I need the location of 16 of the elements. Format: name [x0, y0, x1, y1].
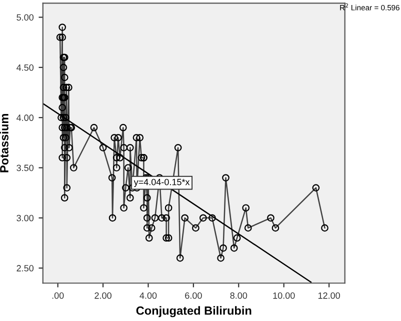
x-tick-label: 4.00: [140, 292, 157, 299]
x-axis-title: Conjugated Bilirubin: [136, 306, 252, 318]
x-tick-label: 10.00: [273, 292, 295, 299]
y-tick-label: 3.50: [16, 164, 34, 172]
x-tick-label: 12.00: [318, 292, 340, 299]
annotation: y=4.04-0.15*x: [134, 178, 190, 188]
y-tick-label: 5.00: [16, 14, 34, 21]
x-tick-label: .00: [52, 292, 64, 299]
x-tick-label: 8.00: [230, 292, 248, 299]
y-tick-label: 4.00: [16, 114, 34, 121]
x-tick-label: 6.00: [185, 292, 202, 299]
y-tick-label: 2.50: [16, 265, 34, 272]
y-tick-label: 3.00: [16, 214, 34, 222]
y-tick-label: 4.50: [16, 64, 34, 71]
x-tick-label: 2.00: [94, 292, 112, 299]
y-axis-title: Potassium: [0, 114, 8, 172]
